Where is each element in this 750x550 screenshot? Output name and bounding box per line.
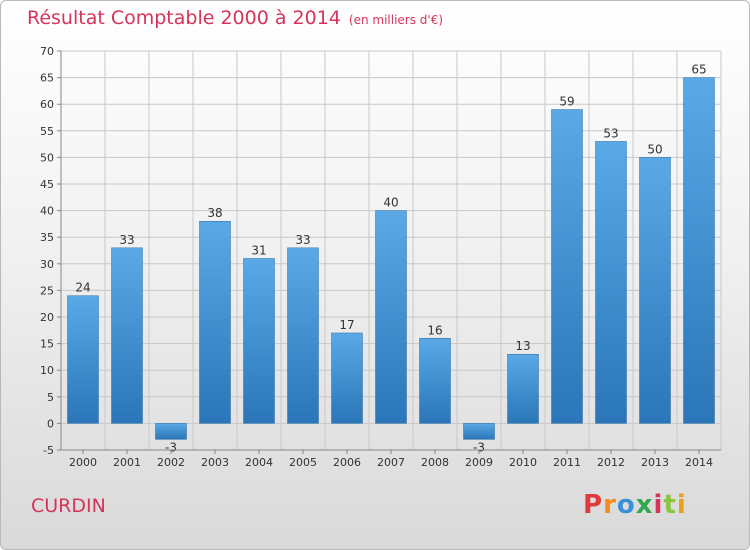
- data-label: -3: [165, 440, 177, 454]
- y-tick-label: 30: [40, 258, 54, 271]
- y-tick-label: 65: [40, 72, 54, 85]
- bar: [375, 210, 407, 424]
- data-label: 13: [515, 339, 530, 353]
- y-tick-label: 35: [40, 231, 54, 244]
- bar: [199, 220, 231, 424]
- x-tick-label: 2004: [245, 456, 273, 469]
- data-label: 50: [647, 142, 662, 156]
- logo-letter: i: [676, 490, 687, 520]
- x-tick-label: 2011: [553, 456, 581, 469]
- data-label: -3: [473, 440, 485, 454]
- y-tick-label: 10: [40, 364, 54, 377]
- x-tick-label: 2003: [201, 456, 229, 469]
- data-label: 33: [119, 233, 134, 247]
- data-label: 33: [295, 233, 310, 247]
- logo-letter: x: [635, 490, 654, 520]
- bar: [639, 157, 671, 424]
- bar: [507, 353, 539, 424]
- x-tick-label: 2014: [685, 456, 713, 469]
- chart-title: Résultat Comptable 2000 à 2014 (en millie…: [27, 7, 443, 29]
- x-tick-label: 2008: [421, 456, 449, 469]
- x-tick-label: 2005: [289, 456, 317, 469]
- data-label: 53: [603, 126, 618, 140]
- bar: [155, 423, 187, 440]
- data-label: 40: [383, 196, 398, 210]
- x-tick-label: 2012: [597, 456, 625, 469]
- bar: [683, 77, 715, 424]
- x-tick-label: 2000: [69, 456, 97, 469]
- y-tick-label: 60: [40, 98, 54, 111]
- x-tick-label: 2013: [641, 456, 669, 469]
- y-tick-label: 55: [40, 125, 54, 138]
- bar: [595, 141, 627, 424]
- bar: [463, 423, 495, 440]
- logo-letter: t: [663, 490, 677, 520]
- x-axis: 2000 2001 2002 2003 2004 2005 2006 2007 2008 2009…: [61, 449, 721, 469]
- chart-title-main: Résultat Comptable 2000 à 2014: [27, 7, 341, 29]
- bars: 24 33 -3 38 31 33 17 40 16 -3 13 59 53 50 65: [67, 63, 715, 454]
- logo-letter: r: [603, 490, 617, 520]
- x-tick-label: 2009: [465, 456, 493, 469]
- data-label: 65: [691, 63, 706, 77]
- y-tick-label: 25: [40, 284, 54, 297]
- data-label: 59: [559, 95, 574, 109]
- bar: [287, 247, 319, 424]
- commune-name: CURDIN: [31, 495, 106, 517]
- y-tick-label: -5: [43, 444, 54, 457]
- x-tick-label: 2007: [377, 456, 405, 469]
- y-tick-label: 40: [40, 205, 54, 218]
- bar: [67, 295, 99, 424]
- bar: [419, 338, 451, 424]
- data-label: 16: [427, 323, 442, 337]
- bar: [331, 332, 363, 424]
- data-label: 38: [207, 206, 222, 220]
- bar: [243, 258, 275, 424]
- x-tick-label: 2002: [157, 456, 185, 469]
- y-axis: -5 0 5 10 15 20 25 30 35 40 45 50 55 60 65 70: [40, 45, 62, 457]
- y-tick-label: 45: [40, 178, 54, 191]
- chart-title-unit: (en milliers d'€): [348, 13, 444, 27]
- x-tick-label: 2010: [509, 456, 537, 469]
- logo-letter: o: [616, 490, 636, 520]
- y-tick-label: 70: [40, 45, 54, 58]
- y-tick-label: 50: [40, 151, 54, 164]
- data-label: 17: [339, 318, 354, 332]
- y-tick-label: 5: [47, 391, 54, 404]
- x-tick-label: 2006: [333, 456, 361, 469]
- bar: [111, 247, 143, 424]
- logo-letter: P: [583, 490, 604, 520]
- y-tick-label: 0: [47, 417, 54, 430]
- logo-letter: i: [653, 490, 664, 520]
- data-label: 31: [251, 243, 266, 257]
- y-tick-label: 20: [40, 311, 54, 324]
- y-tick-label: 15: [40, 338, 54, 351]
- data-label: 24: [75, 281, 90, 295]
- bar: [551, 109, 583, 424]
- x-tick-label: 2001: [113, 456, 141, 469]
- proxiti-logo: Proxiti: [583, 490, 687, 520]
